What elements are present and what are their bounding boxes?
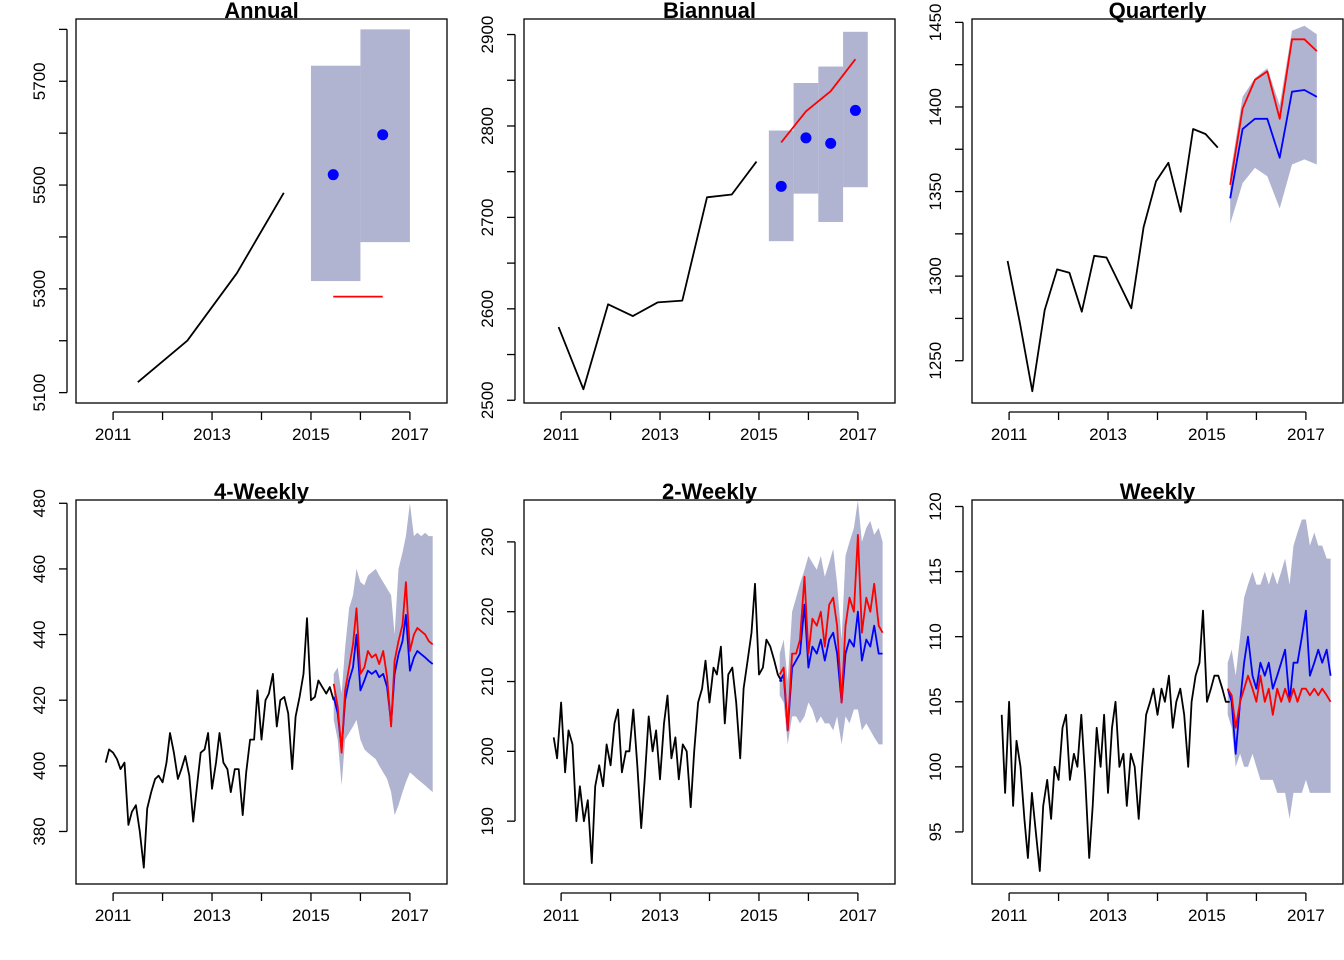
x-tick-label: 2011 bbox=[543, 425, 580, 444]
forecast-blue-line bbox=[1229, 89, 1318, 199]
forecast-blue-point bbox=[800, 132, 812, 144]
y-tick-label: 230 bbox=[478, 528, 497, 556]
x-tick-label: 2017 bbox=[839, 906, 877, 925]
y-tick-label: 2600 bbox=[478, 290, 497, 328]
panel-1: 2011 2013 2015 2017 5100 5300 5500 5700 Annual bbox=[30, 0, 448, 444]
forecast-blue-line bbox=[332, 614, 434, 751]
y-tick-label: 115 bbox=[926, 558, 945, 585]
y-tick-label: 120 bbox=[926, 492, 945, 520]
x-tick-label: 2013 bbox=[641, 906, 679, 925]
chart-title: 2-Weekly bbox=[662, 479, 758, 504]
y-tick-label: 5700 bbox=[30, 62, 49, 100]
forecast-blue-point bbox=[377, 129, 389, 141]
forecast-red-line bbox=[332, 581, 434, 754]
y-tick-label: 2500 bbox=[478, 381, 497, 419]
y-tick-label: 5300 bbox=[30, 270, 49, 308]
chart-title: Annual bbox=[224, 0, 299, 23]
history-line bbox=[137, 192, 285, 383]
prediction-band bbox=[779, 500, 883, 745]
chart-title: 4-Weekly bbox=[214, 479, 310, 504]
x-tick-label: 2017 bbox=[839, 425, 877, 444]
panel-4: 2011 2013 2015 2017 380 400 420 440 460 480 4-Week… bbox=[30, 479, 448, 925]
y-tick-label: 95 bbox=[926, 822, 945, 841]
history-line bbox=[104, 617, 335, 869]
x-tick-label: 2015 bbox=[1188, 425, 1226, 444]
x-tick-label: 2011 bbox=[95, 906, 132, 925]
x-tick-label: 2013 bbox=[193, 906, 231, 925]
plot-frame bbox=[523, 499, 896, 885]
x-tick-label: 2015 bbox=[292, 425, 330, 444]
plot-frame bbox=[75, 18, 448, 404]
forecast-blue-point bbox=[327, 169, 339, 181]
panel-2: 2011 2013 2015 2017 2500 2600 2700 2800 2900 Bian… bbox=[478, 0, 896, 444]
y-tick-label: 5100 bbox=[30, 374, 49, 412]
forecast-blue-point bbox=[849, 104, 861, 116]
x-tick-label: 2015 bbox=[292, 906, 330, 925]
y-tick-label: 420 bbox=[30, 686, 49, 714]
x-tick-label: 2011 bbox=[95, 425, 132, 444]
y-tick-label: 2700 bbox=[478, 198, 497, 236]
y-tick-label: 1250 bbox=[926, 342, 945, 380]
x-tick-label: 2015 bbox=[740, 425, 778, 444]
y-tick-label: 110 bbox=[926, 623, 945, 650]
plot-frame bbox=[971, 499, 1344, 885]
plot-frame bbox=[75, 499, 448, 885]
y-tick-label: 220 bbox=[478, 598, 497, 626]
y-tick-label: 480 bbox=[30, 489, 49, 517]
y-tick-label: 380 bbox=[30, 817, 49, 845]
prediction-band bbox=[1230, 25, 1317, 224]
forecast-blue-point bbox=[825, 137, 837, 149]
forecast-red-line bbox=[1229, 38, 1318, 185]
history-line bbox=[1000, 609, 1230, 872]
plot-frame bbox=[971, 18, 1344, 404]
plot-frame bbox=[523, 18, 896, 404]
forecast-blue-point bbox=[775, 180, 787, 192]
y-tick-label: 2900 bbox=[478, 16, 497, 54]
chart-title: Biannual bbox=[663, 0, 756, 23]
history-line bbox=[1006, 128, 1219, 393]
y-tick-label: 460 bbox=[30, 555, 49, 583]
x-tick-label: 2015 bbox=[1188, 906, 1226, 925]
forecast-red-line bbox=[778, 534, 884, 732]
y-tick-label: 400 bbox=[30, 752, 49, 780]
panel-3: 2011 2013 2015 2017 1250 1300 1350 1400 1450 Quar… bbox=[926, 0, 1344, 444]
chart-title: Quarterly bbox=[1109, 0, 1208, 23]
chart-title: Weekly bbox=[1120, 479, 1196, 504]
x-tick-label: 2017 bbox=[1287, 906, 1325, 925]
forecast-red-line bbox=[1226, 674, 1332, 729]
y-tick-label: 190 bbox=[478, 807, 497, 835]
x-tick-label: 2017 bbox=[391, 906, 429, 925]
y-tick-label: 200 bbox=[478, 737, 497, 765]
history-line bbox=[552, 582, 783, 864]
y-tick-label: 1400 bbox=[926, 88, 945, 126]
y-tick-label: 440 bbox=[30, 620, 49, 648]
y-tick-label: 210 bbox=[478, 667, 497, 695]
y-tick-label: 5500 bbox=[30, 166, 49, 204]
x-tick-label: 2013 bbox=[193, 425, 231, 444]
y-tick-label: 100 bbox=[926, 753, 945, 781]
x-tick-label: 2013 bbox=[641, 425, 679, 444]
prediction-band bbox=[333, 503, 433, 816]
x-tick-label: 2017 bbox=[391, 425, 429, 444]
x-tick-label: 2011 bbox=[543, 906, 580, 925]
forecast-blue-line bbox=[778, 603, 883, 732]
x-tick-label: 2011 bbox=[991, 425, 1028, 444]
history-line bbox=[557, 161, 758, 391]
x-tick-label: 2011 bbox=[991, 906, 1028, 925]
x-tick-label: 2013 bbox=[1089, 906, 1127, 925]
panel-6: 2011 2013 2015 2017 95 100 105 110 115 120 Weekly bbox=[926, 479, 1344, 925]
forecast-blue-line bbox=[1226, 609, 1332, 755]
forecast-red-line bbox=[780, 58, 857, 143]
x-tick-label: 2013 bbox=[1089, 425, 1127, 444]
y-tick-label: 1300 bbox=[926, 257, 945, 295]
y-tick-label: 1450 bbox=[926, 3, 945, 41]
y-tick-label: 105 bbox=[926, 688, 945, 716]
y-tick-label: 2800 bbox=[478, 107, 497, 145]
panel-5: 2011 2013 2015 2017 190 200 210 220 230 2-Weekly bbox=[478, 479, 896, 925]
x-tick-label: 2015 bbox=[740, 906, 778, 925]
y-tick-label: 1350 bbox=[926, 173, 945, 211]
x-tick-label: 2017 bbox=[1287, 425, 1325, 444]
